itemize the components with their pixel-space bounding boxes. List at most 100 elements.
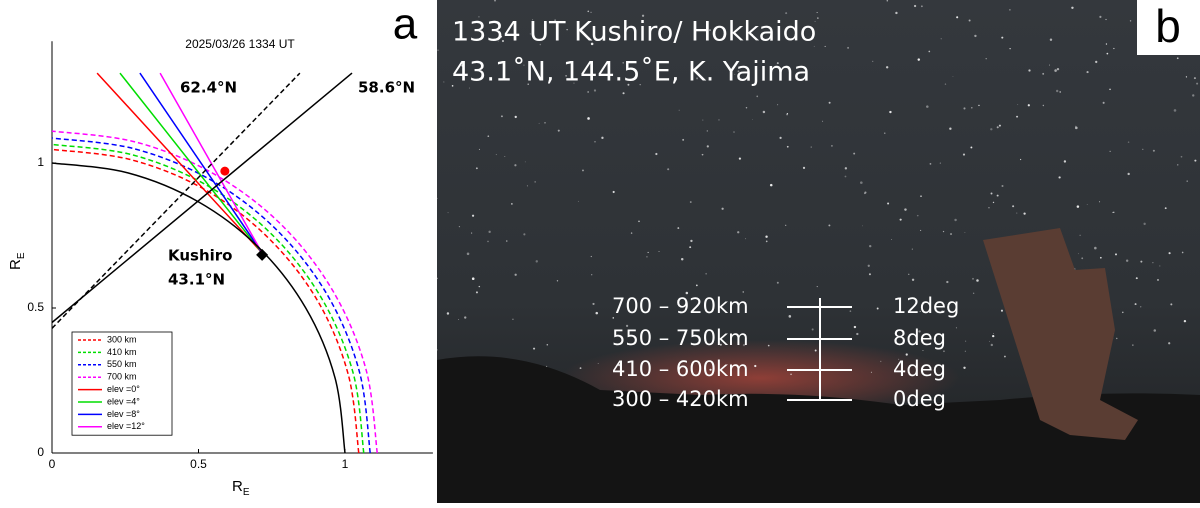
star — [1183, 319, 1187, 323]
star — [1113, 47, 1115, 50]
star — [1081, 257, 1084, 260]
star — [1193, 77, 1196, 80]
star — [939, 162, 941, 164]
star — [814, 20, 816, 22]
star — [587, 10, 590, 13]
star — [1001, 36, 1004, 39]
star — [1153, 329, 1157, 332]
star — [471, 232, 473, 234]
star — [742, 343, 746, 347]
star — [546, 365, 548, 367]
panel-label-box — [1137, 0, 1200, 55]
star — [499, 37, 500, 39]
star — [972, 277, 974, 280]
star — [1152, 149, 1155, 152]
star — [917, 58, 921, 61]
star — [816, 11, 818, 13]
star — [992, 334, 995, 338]
star — [1017, 104, 1019, 106]
star — [737, 231, 740, 234]
annotation: 62.4°N — [180, 79, 237, 97]
star — [745, 107, 748, 109]
star — [526, 185, 528, 187]
series-line — [51, 72, 353, 324]
star — [950, 233, 952, 235]
star — [1094, 246, 1097, 250]
star — [904, 208, 907, 211]
star — [696, 77, 699, 80]
star — [478, 148, 480, 150]
star — [1192, 94, 1195, 97]
star — [495, 154, 497, 156]
star — [494, 0, 496, 2]
star — [1012, 205, 1015, 208]
star — [592, 302, 595, 305]
annotation: 43.1°N — [168, 271, 225, 289]
star — [689, 246, 692, 249]
star — [765, 240, 768, 243]
star — [978, 104, 980, 107]
series-line — [51, 143, 365, 454]
star — [591, 274, 593, 276]
star — [970, 146, 973, 149]
chart-title: 2025/03/26 1334 UT — [185, 37, 295, 51]
star — [701, 153, 704, 156]
star — [1023, 212, 1026, 215]
star — [765, 235, 768, 238]
star — [528, 76, 531, 78]
star — [696, 284, 698, 287]
star — [641, 14, 645, 17]
star — [527, 83, 529, 85]
star — [920, 229, 922, 231]
star — [1106, 52, 1109, 55]
star — [990, 343, 993, 347]
star — [451, 85, 454, 87]
star — [1170, 303, 1173, 306]
star — [1152, 262, 1154, 264]
star — [1127, 172, 1130, 176]
star — [461, 64, 464, 67]
star — [891, 238, 893, 240]
star — [1054, 69, 1057, 72]
star — [1181, 251, 1184, 254]
star — [985, 58, 987, 60]
x-tick-label: 0.5 — [190, 457, 207, 471]
star — [1028, 69, 1031, 72]
star — [974, 34, 977, 38]
star — [922, 349, 924, 351]
star — [996, 194, 999, 197]
star — [928, 50, 931, 53]
star — [678, 109, 680, 111]
x-axis-label: RE — [232, 478, 250, 498]
star — [1140, 260, 1143, 263]
star — [511, 203, 513, 205]
star — [471, 214, 475, 217]
star — [889, 110, 892, 114]
star — [504, 156, 506, 158]
star — [968, 19, 971, 22]
star — [514, 115, 517, 119]
star — [1009, 9, 1011, 11]
star — [680, 258, 684, 261]
star — [1016, 212, 1018, 214]
y-tick-label: 1 — [37, 155, 44, 169]
star — [779, 136, 782, 139]
star — [582, 169, 584, 172]
star — [786, 37, 788, 39]
star — [689, 201, 692, 203]
star — [478, 285, 481, 288]
star — [1042, 72, 1045, 75]
star — [1019, 158, 1022, 161]
star — [887, 202, 890, 205]
star — [1095, 60, 1098, 64]
star — [849, 310, 852, 312]
star — [762, 110, 766, 114]
star — [895, 11, 898, 15]
star — [1086, 71, 1089, 74]
altitude-range: 410 – 600km — [612, 357, 749, 381]
star — [436, 349, 438, 351]
star — [1164, 207, 1167, 210]
star — [963, 107, 966, 110]
star — [617, 363, 621, 367]
